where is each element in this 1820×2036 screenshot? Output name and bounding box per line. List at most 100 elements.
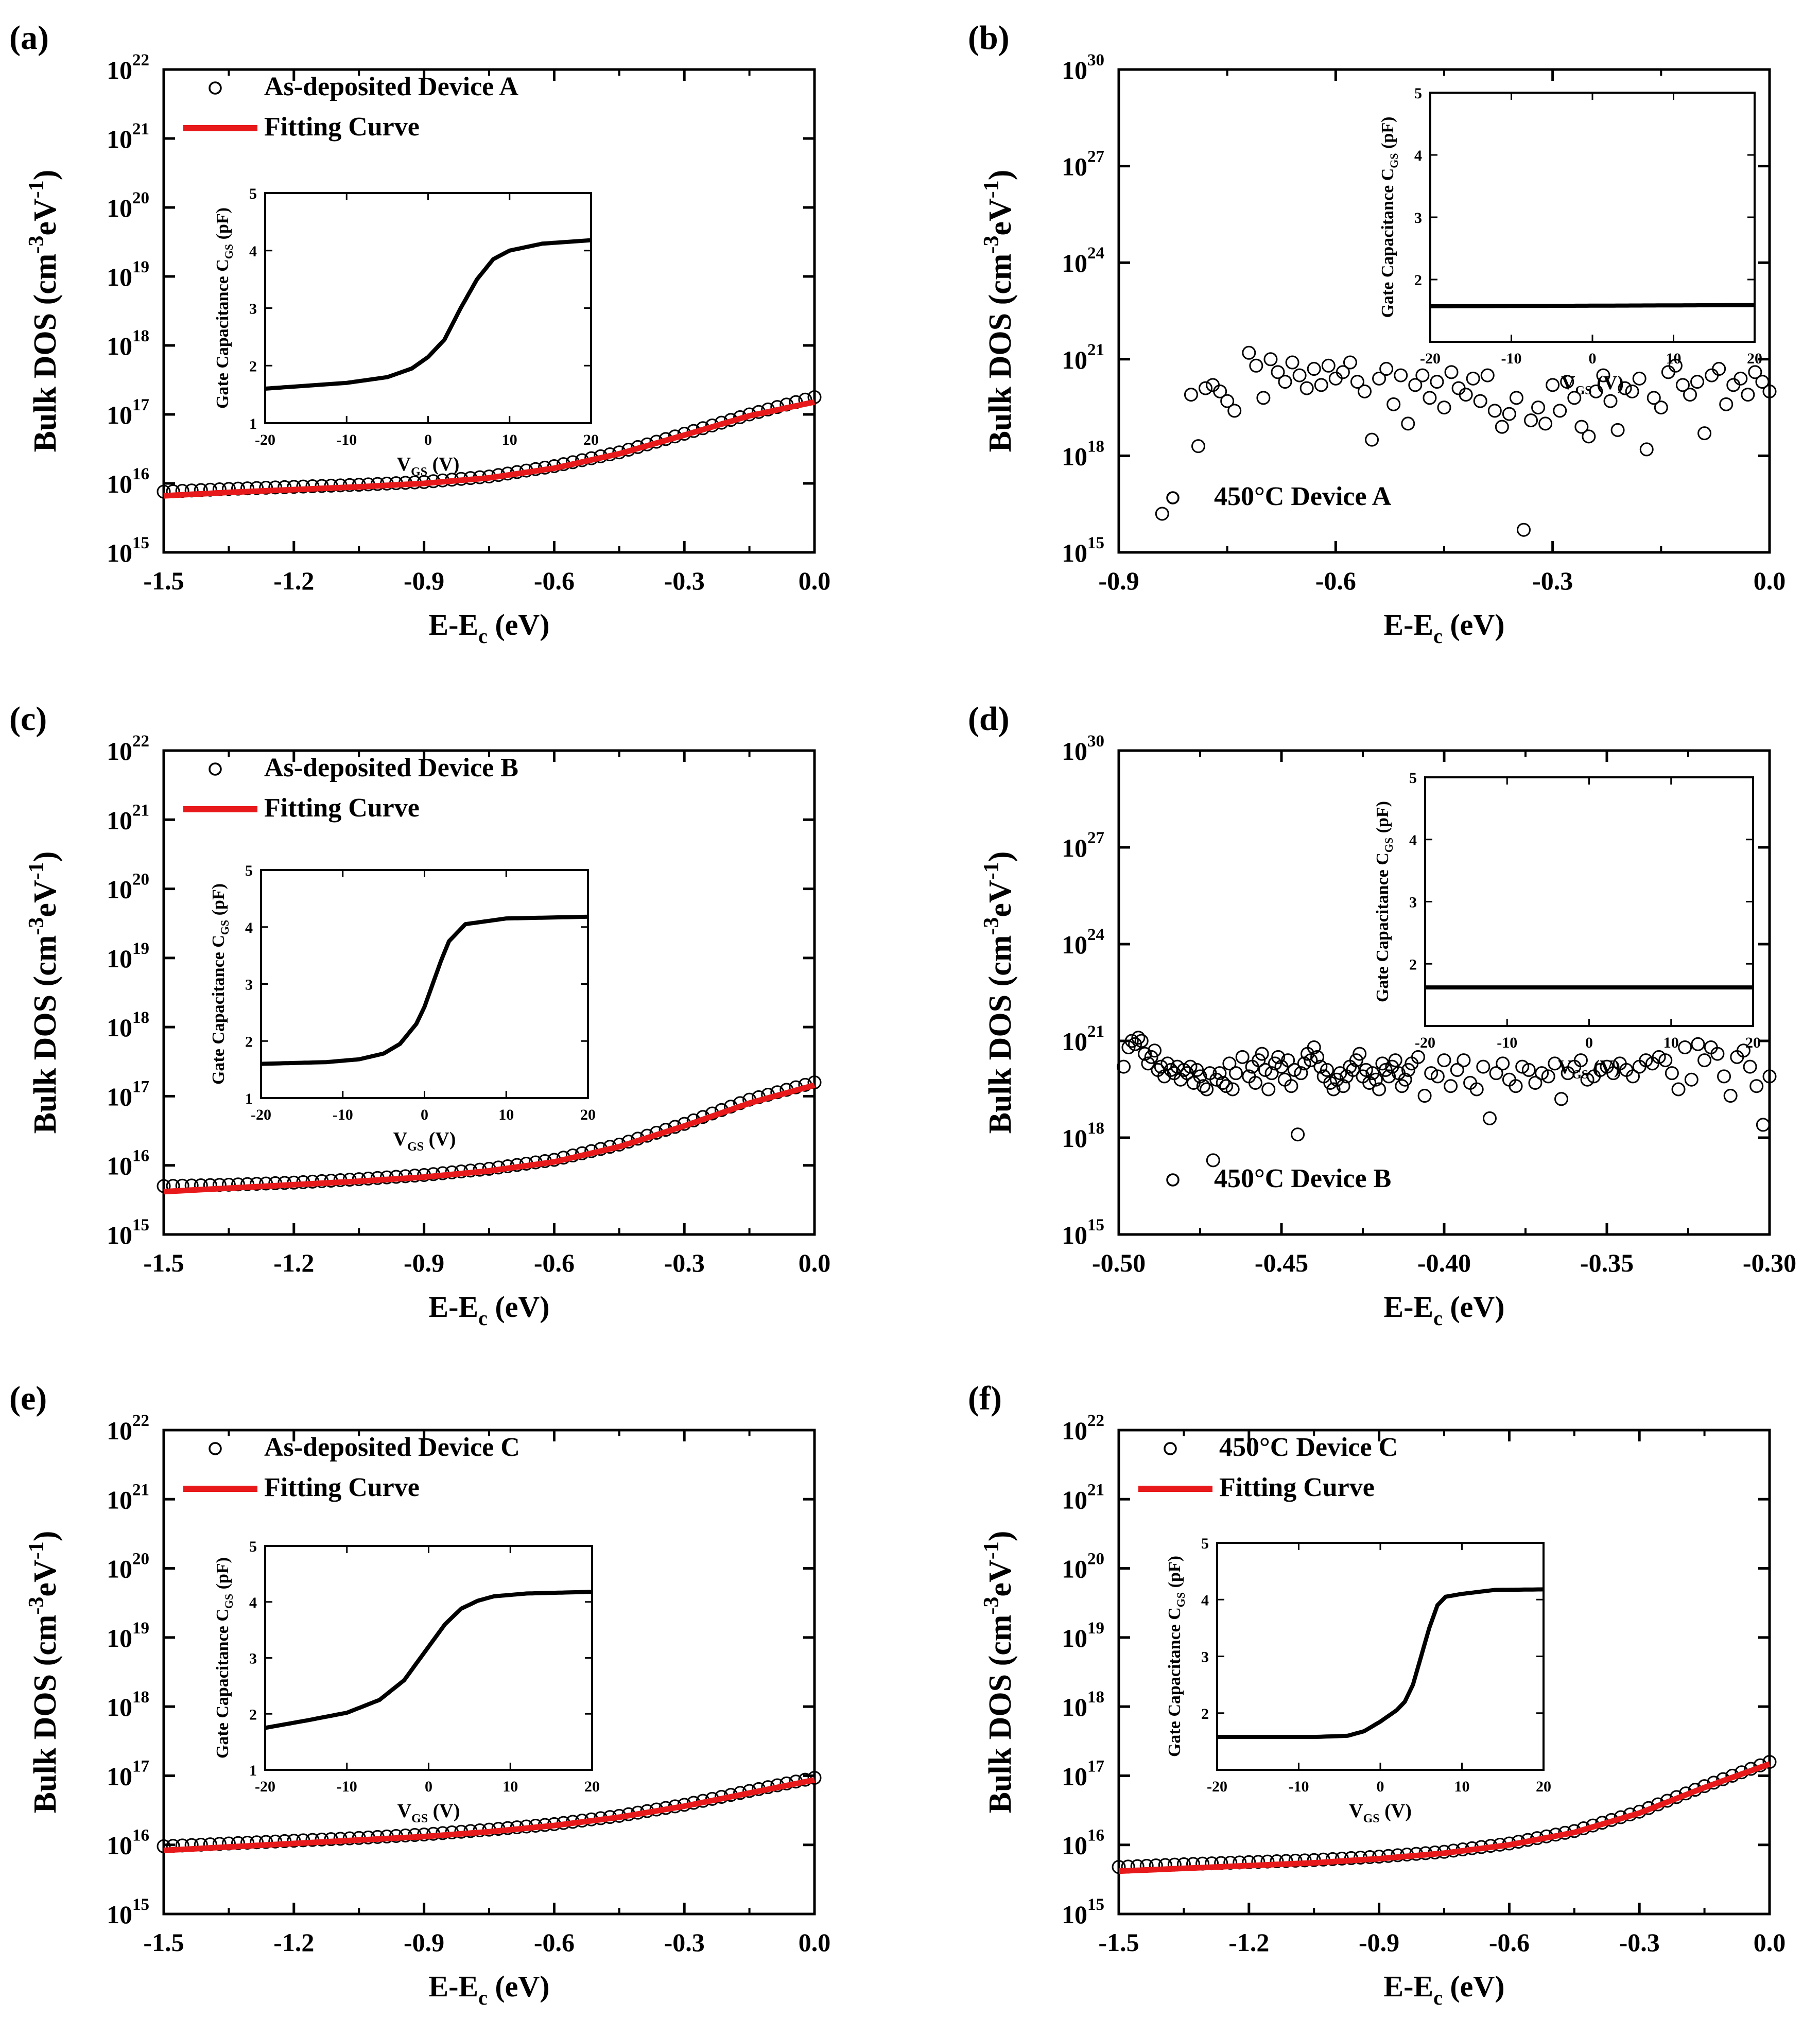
data-point <box>157 1839 171 1853</box>
inset-cgs-curve <box>265 238 592 391</box>
inset-x-tick-label: 0 <box>425 1778 432 1795</box>
data-point <box>1270 1854 1284 1869</box>
inset-x-axis-label: VGS (V) <box>397 454 460 479</box>
data-point <box>1353 1047 1367 1061</box>
data-point <box>1323 1075 1338 1090</box>
data-point <box>1593 1063 1607 1077</box>
data-point <box>807 1075 822 1090</box>
data-point <box>1249 358 1263 373</box>
inset-frame <box>1424 776 1754 1027</box>
inset-y-tick-label: 1 <box>249 1762 257 1779</box>
data-point <box>1227 404 1242 418</box>
inset-x-tick-label: 20 <box>1747 350 1762 367</box>
inset-x-tick-label: -10 <box>1501 350 1522 367</box>
data-point <box>1580 1072 1594 1087</box>
data-point <box>1255 1047 1269 1061</box>
legend-label-data: 450°C Device C <box>1219 1433 1398 1462</box>
inset-y-tick-label: 5 <box>1414 85 1422 102</box>
inset-x-tick-label: -20 <box>1207 1778 1227 1795</box>
data-point <box>1372 1082 1386 1097</box>
inset-y-tick-label: 4 <box>1201 1592 1209 1609</box>
data-point <box>1444 365 1459 379</box>
data-point <box>1661 365 1675 379</box>
inset-frame <box>1216 1542 1545 1771</box>
data-point <box>1191 439 1205 454</box>
panel-label: (e) <box>9 1380 47 1417</box>
data-point <box>1372 371 1386 386</box>
data-point <box>1349 1053 1363 1068</box>
y-tick-label: 1027 <box>1062 829 1104 862</box>
inset-x-tick-label: 10 <box>1666 350 1682 367</box>
data-point <box>1430 1069 1445 1084</box>
data-point <box>1401 1063 1415 1077</box>
data-point <box>1196 1079 1210 1093</box>
data-point <box>1683 388 1697 402</box>
panel-e: (e)-1.5 -1.2 -0.9 -0.6 -0.3 0.010151016101710… <box>9 1380 830 2009</box>
data-point <box>1489 1066 1503 1081</box>
data-point <box>1451 381 1466 395</box>
data-point <box>1697 426 1712 441</box>
data-point <box>1502 407 1516 421</box>
x-tick-label: -0.3 <box>1532 566 1573 595</box>
inset-x-tick-label: 10 <box>502 1778 518 1795</box>
inset-x-tick-label: 10 <box>1454 1778 1470 1795</box>
data-point <box>1482 1111 1497 1125</box>
y-tick-label: 1030 <box>1062 732 1104 765</box>
data-point <box>1734 371 1748 386</box>
data-point <box>1690 375 1705 389</box>
data-point <box>1199 381 1213 395</box>
data-point <box>1209 1072 1224 1087</box>
x-tick-label: -0.6 <box>1489 1928 1530 1957</box>
data-point <box>1755 375 1770 389</box>
data-point <box>1705 368 1719 382</box>
inset-x-tick-label: -20 <box>255 1778 275 1795</box>
x-tick-label: -1.2 <box>273 1928 314 1957</box>
y-tick-label: 1021 <box>1062 341 1104 374</box>
data-point <box>1155 507 1169 521</box>
data-point <box>1398 1072 1412 1087</box>
data-point <box>1459 388 1473 402</box>
inset-y-tick-label: 3 <box>1414 210 1422 227</box>
data-point <box>1469 1082 1484 1097</box>
data-point <box>1271 1050 1286 1064</box>
inset-y-tick-label: 4 <box>1414 147 1422 164</box>
data-point <box>1154 1059 1168 1074</box>
data-point <box>1287 1063 1302 1077</box>
data-point <box>1424 1066 1438 1081</box>
y-tick-label: 1018 <box>107 1008 149 1042</box>
y-tick-label: 1024 <box>1062 926 1104 959</box>
data-point <box>1212 1066 1227 1081</box>
y-tick-label: 1020 <box>107 871 149 904</box>
inset-x-tick-label: 20 <box>1745 1034 1761 1051</box>
y-tick-label: 1021 <box>107 801 149 834</box>
x-axis-label: E-Ec (eV) <box>1383 1970 1504 2009</box>
inset-x-tick-label: -20 <box>251 1106 271 1123</box>
y-tick-label: 1019 <box>1062 1619 1104 1652</box>
data-point <box>1388 1053 1402 1068</box>
inset-x-axis-label: VGS (V) <box>1558 1056 1621 1082</box>
data-point <box>1229 1066 1243 1081</box>
data-point <box>1480 368 1495 382</box>
y-axis-label: Bulk DOS (cm-3eV-1) <box>980 1531 1018 1814</box>
y-tick-label: 1024 <box>1062 244 1104 277</box>
data-point <box>1573 1053 1588 1068</box>
y-tick-label: 1015 <box>1062 1216 1104 1249</box>
x-tick-label: -0.50 <box>1092 1248 1146 1277</box>
inset-frame <box>264 1545 593 1771</box>
data-point <box>807 1770 822 1785</box>
inset-x-axis-label: VGS (V) <box>393 1128 456 1154</box>
data-point <box>1358 384 1372 398</box>
x-tick-label: -0.3 <box>664 566 705 595</box>
x-tick-label: -0.3 <box>664 1248 705 1277</box>
x-tick-label: -0.9 <box>404 1928 444 1957</box>
y-axis-label: Bulk DOS (cm-3eV-1) <box>25 170 63 453</box>
data-point <box>1291 1127 1305 1142</box>
data-point <box>1326 1082 1341 1097</box>
data-point <box>1395 1079 1409 1093</box>
data-point <box>1278 375 1292 389</box>
data-point <box>1379 362 1394 376</box>
inset-x-tick-label: -20 <box>255 431 275 448</box>
data-point <box>1639 1053 1653 1068</box>
data-point <box>1535 1066 1549 1081</box>
inset-y-tick-label: 2 <box>1414 272 1422 289</box>
